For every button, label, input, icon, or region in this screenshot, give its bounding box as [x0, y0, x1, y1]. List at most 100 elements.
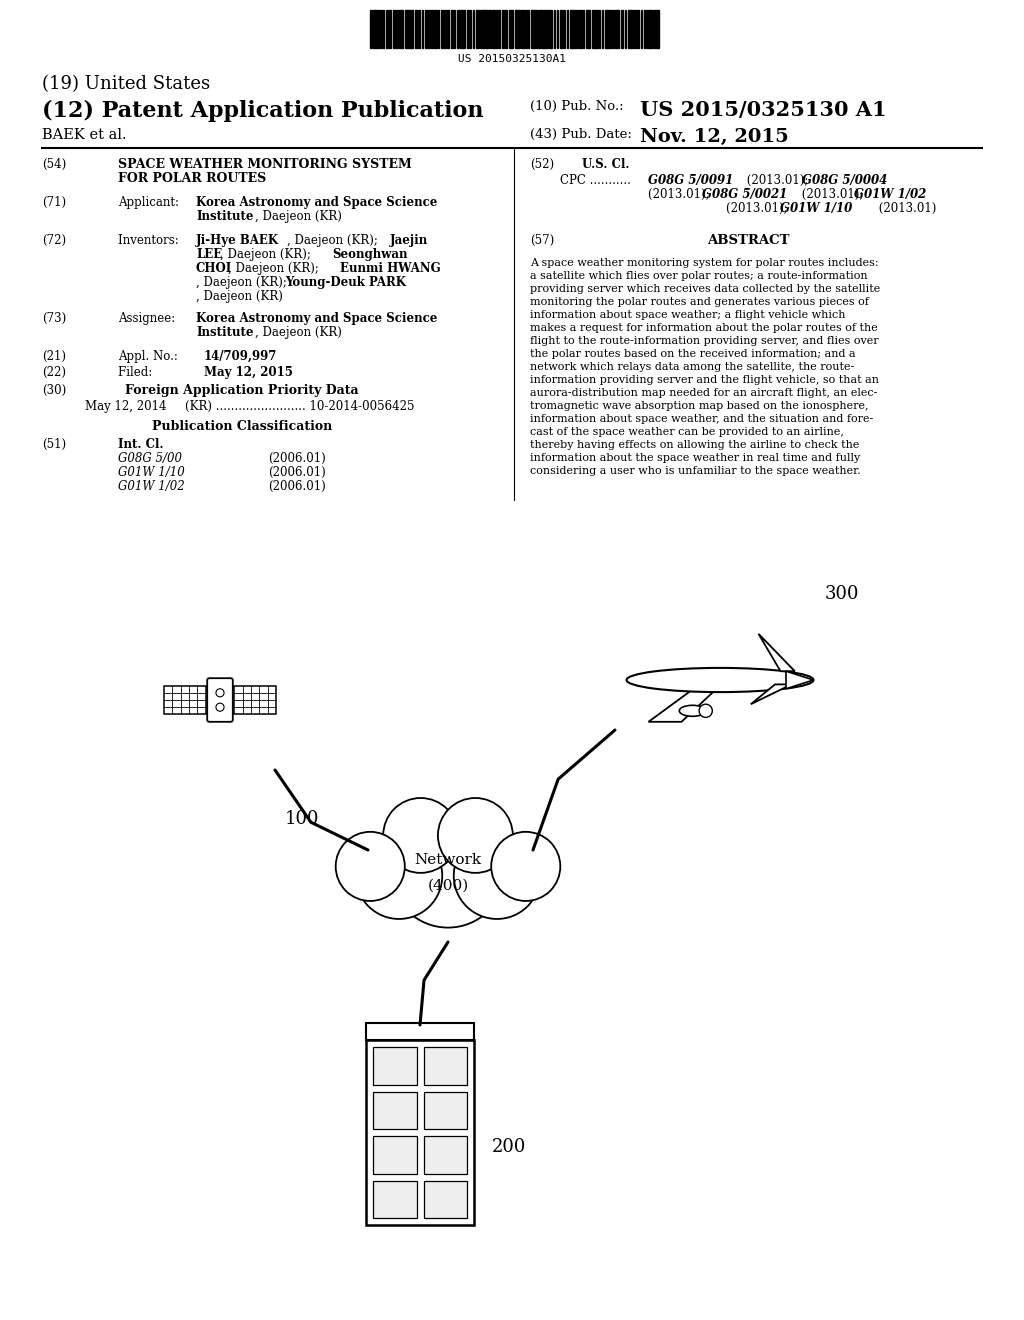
- Bar: [467, 11, 469, 48]
- Ellipse shape: [627, 668, 813, 692]
- Text: (2013.01);: (2013.01);: [743, 174, 812, 187]
- Bar: [373, 1092, 417, 1129]
- Text: , Daejeon (KR): , Daejeon (KR): [196, 290, 283, 304]
- Bar: [628, 11, 631, 48]
- Text: monitoring the polar routes and generates various pieces of: monitoring the polar routes and generate…: [530, 297, 869, 308]
- Bar: [653, 11, 656, 48]
- Bar: [538, 11, 541, 48]
- Bar: [415, 11, 417, 48]
- Bar: [486, 11, 487, 48]
- Text: , Daejeon (KR): , Daejeon (KR): [255, 326, 342, 339]
- Bar: [521, 11, 523, 48]
- Bar: [389, 11, 390, 48]
- Bar: [493, 11, 495, 48]
- Text: network which relays data among the satellite, the route-: network which relays data among the sate…: [530, 362, 854, 372]
- Text: (2013.01): (2013.01): [874, 202, 936, 215]
- Text: G01W 1/02: G01W 1/02: [854, 187, 927, 201]
- Text: (21): (21): [42, 350, 66, 363]
- Text: (43) Pub. Date:: (43) Pub. Date:: [530, 128, 632, 141]
- Bar: [392, 11, 395, 48]
- Bar: [366, 1040, 474, 1225]
- Bar: [383, 11, 384, 48]
- Bar: [599, 11, 600, 48]
- Text: tromagnetic wave absorption map based on the ionosphere,: tromagnetic wave absorption map based on…: [530, 401, 868, 411]
- Bar: [373, 1180, 417, 1218]
- Bar: [554, 11, 555, 48]
- Text: , Daejeon (KR);: , Daejeon (KR);: [228, 261, 323, 275]
- Text: Filed:: Filed:: [118, 366, 178, 379]
- Text: , Daejeon (KR);: , Daejeon (KR);: [287, 234, 382, 247]
- Bar: [422, 11, 423, 48]
- Bar: [592, 11, 596, 48]
- Bar: [614, 11, 617, 48]
- Circle shape: [356, 833, 442, 919]
- Bar: [470, 11, 471, 48]
- Bar: [406, 11, 409, 48]
- Text: (73): (73): [42, 312, 67, 325]
- Bar: [437, 11, 439, 48]
- Text: (2006.01): (2006.01): [268, 466, 326, 479]
- Bar: [505, 11, 507, 48]
- Text: 100: 100: [285, 810, 319, 828]
- Bar: [482, 11, 485, 48]
- Bar: [647, 11, 650, 48]
- Text: Inventors:: Inventors:: [118, 234, 186, 247]
- Bar: [560, 11, 562, 48]
- Text: Appl. No.:: Appl. No.:: [118, 350, 181, 363]
- Bar: [234, 685, 275, 714]
- Bar: [431, 11, 433, 48]
- Text: (2013.01);: (2013.01);: [648, 187, 714, 201]
- Bar: [412, 11, 414, 48]
- Bar: [566, 11, 568, 48]
- Bar: [419, 11, 420, 48]
- Bar: [622, 11, 624, 48]
- Bar: [373, 11, 377, 48]
- Text: (30): (30): [42, 384, 67, 397]
- Bar: [618, 11, 620, 48]
- Text: , Daejeon (KR): , Daejeon (KR): [255, 210, 342, 223]
- Polygon shape: [786, 671, 813, 689]
- Bar: [489, 11, 490, 48]
- Text: Assignee:: Assignee:: [118, 312, 179, 325]
- Bar: [515, 11, 517, 48]
- FancyBboxPatch shape: [207, 678, 232, 722]
- Text: (52): (52): [530, 158, 554, 172]
- Text: (2013.01);: (2013.01);: [798, 187, 867, 201]
- Bar: [528, 11, 529, 48]
- Bar: [531, 11, 535, 48]
- Text: (19) United States: (19) United States: [42, 75, 210, 92]
- Bar: [544, 11, 547, 48]
- Text: Publication Classification: Publication Classification: [152, 420, 332, 433]
- Text: Institute: Institute: [196, 326, 254, 339]
- Bar: [402, 11, 403, 48]
- Text: information about the space weather in real time and fully: information about the space weather in r…: [530, 453, 860, 463]
- Bar: [650, 11, 652, 48]
- Text: considering a user who is unfamiliar to the space weather.: considering a user who is unfamiliar to …: [530, 466, 861, 477]
- Text: A space weather monitoring system for polar routes includes:: A space weather monitoring system for po…: [530, 257, 879, 268]
- Bar: [524, 11, 527, 48]
- Text: G08G 5/0021: G08G 5/0021: [702, 187, 787, 201]
- Text: Network: Network: [415, 853, 481, 867]
- Bar: [476, 11, 479, 48]
- Text: , Daejeon (KR);: , Daejeon (KR);: [196, 276, 291, 289]
- Bar: [589, 11, 591, 48]
- Text: Nov. 12, 2015: Nov. 12, 2015: [640, 128, 788, 147]
- Circle shape: [336, 832, 404, 902]
- Bar: [380, 11, 382, 48]
- Bar: [656, 11, 658, 48]
- Text: (2006.01): (2006.01): [268, 451, 326, 465]
- Text: providing server which receives data collected by the satellite: providing server which receives data col…: [530, 284, 881, 294]
- Bar: [563, 11, 565, 48]
- Text: G01W 1/02: G01W 1/02: [118, 480, 184, 492]
- Text: Int. Cl.: Int. Cl.: [118, 438, 164, 451]
- Text: (KR) ........................ 10-2014-0056425: (KR) ........................ 10-2014-00…: [185, 400, 415, 413]
- Bar: [424, 1180, 467, 1218]
- Text: G01W 1/10: G01W 1/10: [780, 202, 852, 215]
- Text: Applicant:: Applicant:: [118, 195, 182, 209]
- Bar: [473, 11, 474, 48]
- Text: information providing server and the flight vehicle, so that an: information providing server and the fli…: [530, 375, 879, 385]
- Bar: [573, 11, 574, 48]
- Text: FOR POLAR ROUTES: FOR POLAR ROUTES: [118, 172, 266, 185]
- Bar: [424, 1137, 467, 1173]
- Text: G08G 5/0091: G08G 5/0091: [648, 174, 733, 187]
